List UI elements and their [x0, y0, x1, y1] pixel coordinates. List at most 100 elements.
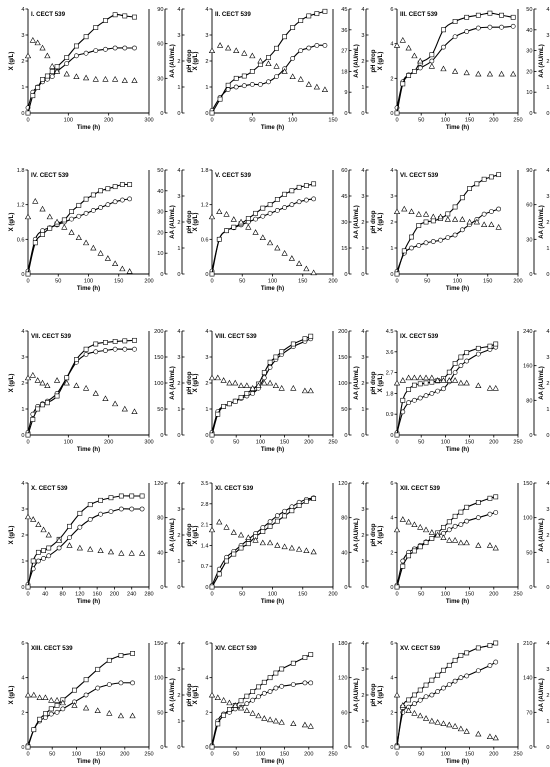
- ph-point: [492, 384, 499, 391]
- x-tick-label: 200: [144, 279, 153, 285]
- biomass-point: [257, 82, 263, 87]
- ph-point: [486, 384, 494, 391]
- y-tick-label: 0: [205, 272, 208, 278]
- activity-point: [289, 188, 295, 194]
- ph-point: [42, 694, 49, 700]
- panel-5: 0 50 100 150 200 0 0.6 1.2 1.8 0 15 30 45 60 0 1 2 3 4 Time…: [193, 168, 377, 292]
- activity-point: [72, 687, 77, 693]
- ph-point: [457, 539, 464, 546]
- ph-tick-label: 4: [177, 641, 180, 647]
- ph-point: [24, 374, 32, 381]
- ph-point: [75, 234, 82, 240]
- x-tick-label: 150: [465, 752, 474, 758]
- ph-point: [104, 255, 111, 261]
- y-tick-label: 4: [21, 7, 24, 13]
- y-axis-label: X (g/L): [378, 374, 384, 393]
- aa-tick-label: 30: [526, 49, 532, 55]
- y-tick-label: 2: [205, 59, 208, 65]
- biomass-point: [416, 242, 422, 248]
- ph-tick-label: 4: [177, 7, 180, 13]
- activity-point: [303, 498, 309, 504]
- biomass-point: [417, 395, 423, 401]
- activity-point: [446, 662, 452, 668]
- biomass-point: [306, 45, 312, 51]
- y-tick-label: 4: [21, 481, 24, 487]
- biomass-fit-line: [27, 508, 143, 585]
- activity-point: [311, 181, 317, 187]
- activity-point: [452, 204, 458, 210]
- activity-point: [260, 529, 266, 534]
- x-tick-label: 280: [144, 592, 153, 598]
- activity-fit-line: [211, 654, 311, 748]
- ph-point: [208, 526, 216, 533]
- aa-axis-label: AA (AU/mL): [539, 366, 545, 399]
- x-axis-label: Time (h): [446, 447, 469, 453]
- activity-point: [122, 13, 128, 19]
- ph-point: [281, 68, 288, 74]
- activity-point: [231, 551, 237, 557]
- ph-point: [257, 57, 264, 64]
- panel-title: X. CECT 539: [31, 485, 68, 492]
- y-tick-label: 2.7: [386, 371, 394, 377]
- x-axis-label: Time (h): [261, 599, 284, 605]
- x-tick-label: 150: [483, 279, 492, 285]
- activity-point: [122, 338, 128, 344]
- activity-fit-line: [396, 642, 496, 748]
- biomass-point: [499, 24, 504, 30]
- activity-point: [266, 55, 271, 60]
- ph-point: [303, 265, 310, 272]
- aa-tick-label: 0: [529, 585, 532, 591]
- activity-point: [464, 14, 470, 20]
- y-tick-label: 2: [21, 710, 24, 716]
- x-tick-label: 0: [210, 752, 213, 758]
- ph-tick-label: 2: [361, 693, 364, 699]
- ph-point: [24, 513, 32, 520]
- y-tick-label: 3: [21, 355, 24, 361]
- ph-tick-label: 3: [177, 194, 180, 200]
- biomass-point: [260, 213, 266, 219]
- y-tick-label: 2: [205, 710, 208, 716]
- ph-point: [446, 536, 453, 543]
- ph-axis-label: pH drop: [187, 210, 193, 233]
- activity-point: [441, 524, 446, 530]
- biomass-point: [122, 346, 128, 352]
- x-tick-label: 300: [144, 440, 153, 446]
- ph-point: [411, 709, 418, 716]
- activity-point: [41, 548, 46, 553]
- ph-point: [121, 405, 128, 412]
- ph-point: [428, 529, 435, 535]
- ph-point: [40, 526, 47, 533]
- biomass-point: [311, 196, 317, 202]
- ph-point: [475, 70, 482, 77]
- aa-tick-label: 150: [154, 641, 163, 647]
- biomass-point: [406, 400, 412, 406]
- ph-point: [255, 382, 262, 388]
- x-axis-label: Time (h): [261, 447, 284, 453]
- ph-point: [208, 691, 216, 698]
- ph-point: [232, 702, 239, 708]
- activity-point: [119, 182, 125, 187]
- ph-point: [265, 60, 272, 66]
- activity-point: [118, 493, 124, 499]
- activity-point: [112, 338, 118, 344]
- ph-point: [428, 374, 435, 381]
- activity-point: [61, 217, 67, 223]
- aa-tick-label: 100: [154, 381, 163, 387]
- biomass-point: [423, 240, 429, 246]
- y-tick-label: 2: [390, 76, 393, 82]
- aa-tick-label: 200: [154, 329, 163, 335]
- biomass-point: [289, 202, 295, 208]
- y-axis-label: X (g/L): [378, 213, 384, 232]
- activity-point: [47, 225, 53, 231]
- activity-point: [93, 25, 99, 30]
- biomass-point: [130, 680, 135, 686]
- activity-point: [64, 375, 70, 381]
- y-tick-label: 0: [205, 585, 208, 591]
- biomass-point: [438, 237, 443, 243]
- activity-point: [25, 744, 31, 750]
- biomass-fit-line: [27, 348, 135, 433]
- biomass-point: [267, 689, 273, 694]
- biomass-point: [41, 556, 46, 561]
- activity-point: [30, 558, 36, 564]
- activity-point: [260, 205, 266, 211]
